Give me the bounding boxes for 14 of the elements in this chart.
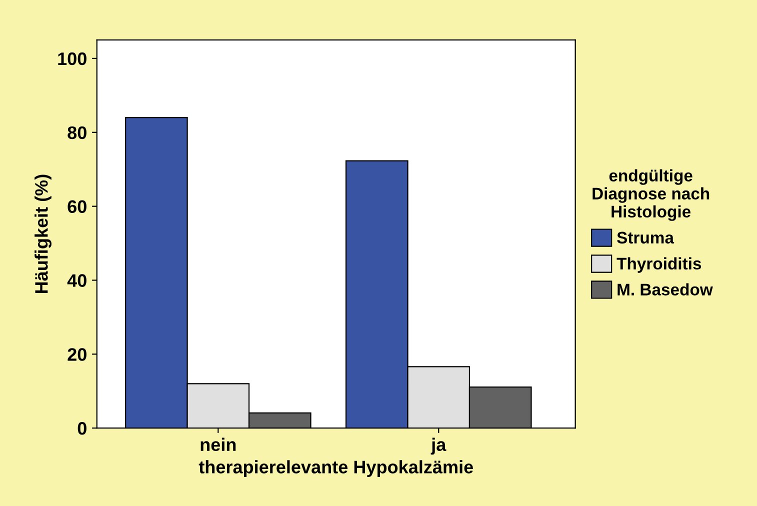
- y-tick-label: 60: [68, 200, 86, 214]
- x-tick-label: nein: [200, 438, 236, 452]
- x-tick-label: ja: [430, 438, 446, 455]
- y-axis-title: Häufigkeit (%): [34, 174, 52, 293]
- legend-label: M. Basedow: [618, 283, 713, 296]
- legend-title: endgültige Diagnose nach Histologie: [592, 169, 710, 221]
- x-axis-title: therapierelevante Hypokalzämie: [198, 460, 473, 478]
- legend-label: Thyroiditis: [616, 257, 702, 273]
- y-tick-label: 80: [68, 126, 86, 140]
- y-tick-label: 0: [78, 422, 86, 435]
- y-tick-label: 20: [68, 348, 86, 361]
- y-tick-label: 40: [67, 274, 86, 287]
- y-tick-label: 100: [58, 52, 86, 66]
- legend-label: Struma: [617, 232, 674, 244]
